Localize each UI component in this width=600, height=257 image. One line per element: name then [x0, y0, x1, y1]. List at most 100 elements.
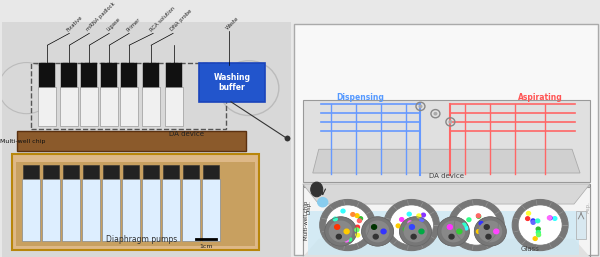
Circle shape — [417, 214, 421, 218]
Circle shape — [536, 233, 541, 237]
Circle shape — [404, 221, 427, 242]
Text: Waste: Waste — [226, 16, 241, 31]
FancyBboxPatch shape — [22, 179, 40, 242]
FancyBboxPatch shape — [17, 131, 246, 151]
FancyBboxPatch shape — [142, 179, 160, 242]
Circle shape — [411, 234, 416, 239]
Text: DA device: DA device — [429, 173, 464, 179]
Circle shape — [553, 217, 557, 220]
Polygon shape — [303, 184, 590, 204]
Circle shape — [421, 213, 425, 217]
Circle shape — [462, 223, 466, 227]
Circle shape — [448, 120, 452, 124]
Circle shape — [418, 105, 422, 108]
FancyBboxPatch shape — [165, 87, 183, 125]
FancyBboxPatch shape — [576, 211, 586, 239]
Circle shape — [396, 224, 400, 228]
FancyBboxPatch shape — [82, 179, 100, 242]
Circle shape — [325, 217, 356, 246]
Circle shape — [536, 219, 540, 223]
Circle shape — [479, 222, 483, 225]
Text: Ligase: Ligase — [106, 17, 121, 32]
Bar — [166, 62, 182, 90]
FancyBboxPatch shape — [303, 184, 590, 257]
FancyBboxPatch shape — [303, 187, 590, 255]
Circle shape — [373, 234, 378, 239]
Text: Washing
buffer: Washing buffer — [214, 73, 250, 92]
Circle shape — [485, 234, 490, 238]
Text: Multi-well chip: Multi-well chip — [0, 139, 45, 144]
Circle shape — [333, 217, 337, 221]
Bar — [82, 62, 97, 90]
Text: mRNA padlock: mRNA padlock — [86, 2, 116, 32]
Circle shape — [464, 226, 468, 230]
Circle shape — [355, 214, 359, 217]
Bar — [16, 162, 255, 246]
Circle shape — [475, 217, 506, 246]
Circle shape — [476, 230, 481, 233]
Bar — [103, 165, 119, 181]
Circle shape — [476, 215, 481, 218]
Circle shape — [408, 221, 412, 225]
Circle shape — [344, 238, 349, 242]
Circle shape — [409, 225, 415, 229]
Text: RCA solution: RCA solution — [149, 5, 176, 32]
Circle shape — [480, 226, 484, 230]
Polygon shape — [313, 149, 580, 173]
FancyBboxPatch shape — [199, 63, 265, 102]
FancyBboxPatch shape — [162, 179, 180, 242]
Bar — [83, 165, 99, 181]
FancyBboxPatch shape — [61, 87, 79, 125]
Circle shape — [467, 218, 471, 222]
Circle shape — [531, 219, 535, 223]
Circle shape — [487, 232, 491, 236]
Text: Multi-well chip: Multi-well chip — [304, 201, 309, 240]
Bar — [294, 24, 598, 255]
Circle shape — [409, 233, 412, 237]
Circle shape — [433, 112, 437, 115]
Circle shape — [344, 229, 349, 234]
Circle shape — [371, 225, 377, 229]
FancyBboxPatch shape — [38, 87, 56, 125]
Circle shape — [457, 225, 461, 229]
Circle shape — [482, 224, 486, 228]
Circle shape — [420, 218, 424, 222]
FancyBboxPatch shape — [120, 87, 138, 125]
Text: Diaphragm pumps: Diaphragm pumps — [106, 235, 177, 244]
Circle shape — [457, 229, 462, 234]
Circle shape — [449, 234, 454, 239]
Circle shape — [335, 225, 340, 229]
Circle shape — [486, 234, 491, 239]
Text: Aspirating: Aspirating — [518, 93, 563, 102]
FancyBboxPatch shape — [62, 179, 80, 242]
Circle shape — [476, 214, 481, 217]
Circle shape — [337, 234, 341, 239]
Bar — [121, 62, 137, 90]
Circle shape — [332, 225, 336, 228]
Circle shape — [454, 205, 498, 245]
Bar — [64, 165, 79, 181]
Circle shape — [381, 229, 386, 234]
Circle shape — [442, 221, 466, 242]
Circle shape — [416, 230, 421, 233]
Circle shape — [329, 221, 353, 242]
Circle shape — [341, 209, 345, 213]
Bar — [183, 165, 199, 181]
Circle shape — [548, 216, 552, 220]
FancyBboxPatch shape — [182, 179, 200, 242]
Bar — [143, 165, 159, 181]
Text: Primer: Primer — [125, 16, 142, 32]
FancyBboxPatch shape — [11, 154, 259, 250]
Polygon shape — [303, 239, 590, 257]
Circle shape — [362, 217, 394, 246]
FancyBboxPatch shape — [102, 179, 120, 242]
Circle shape — [407, 212, 411, 216]
Circle shape — [359, 217, 362, 221]
Circle shape — [320, 199, 376, 251]
Circle shape — [481, 224, 484, 228]
Circle shape — [458, 231, 463, 234]
FancyBboxPatch shape — [43, 179, 61, 242]
Circle shape — [437, 217, 469, 246]
Ellipse shape — [311, 182, 323, 197]
Circle shape — [406, 230, 409, 234]
